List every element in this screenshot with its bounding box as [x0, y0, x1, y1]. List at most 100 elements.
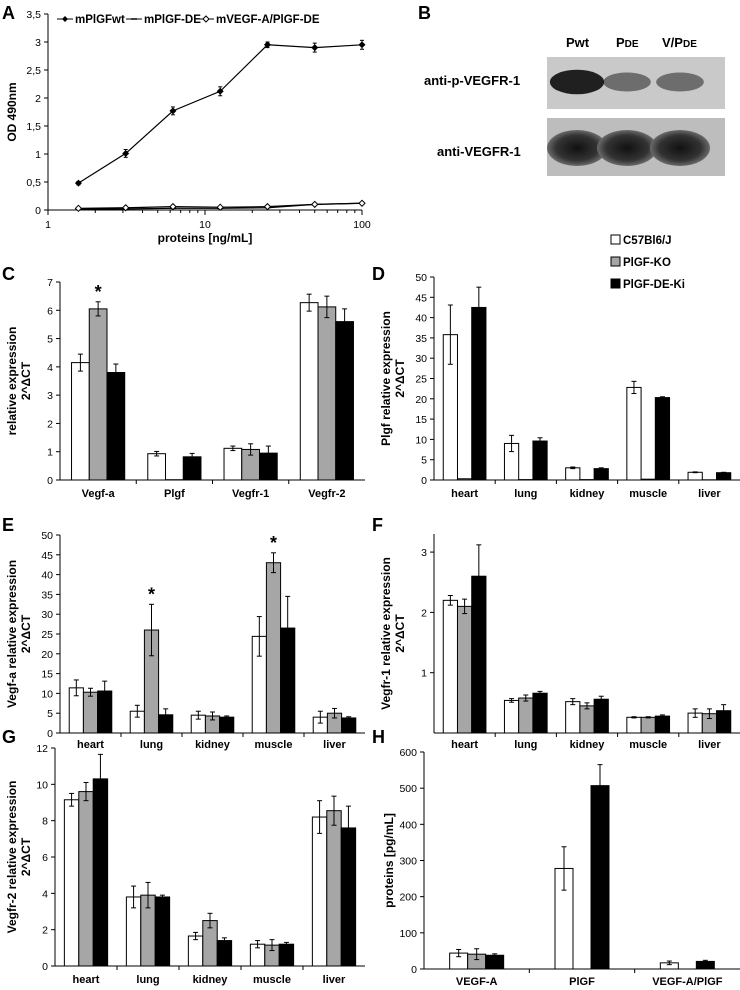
bar	[341, 717, 357, 734]
panel-letter-b: B	[418, 3, 431, 23]
y-tick-label: 3	[35, 37, 41, 49]
category-label: kidney	[570, 739, 606, 751]
y-tick-label: 20	[415, 394, 427, 406]
category-label: lung	[514, 739, 537, 751]
y-axis-title: Plgf relative expression2^ΔCT	[379, 311, 407, 446]
data-point	[169, 107, 177, 115]
legend-label: PlGF-KO	[623, 257, 671, 269]
data-point	[311, 44, 319, 52]
category-label: PlGF	[569, 976, 595, 988]
bar	[565, 701, 581, 734]
y-axis-title-line: 2^ΔCT	[19, 614, 33, 653]
y-axis-title-line: 2^ΔCT	[19, 361, 33, 400]
blot-lane-label: Pwt	[566, 35, 590, 50]
y-tick-label: 30	[41, 609, 53, 621]
data-point	[311, 200, 319, 209]
y-tick-label: 4	[42, 888, 48, 900]
y-tick-label: 45	[41, 550, 53, 562]
y-axis-title-line: Vegfr-2 relative expression	[5, 781, 19, 934]
category-label: liver	[323, 739, 346, 751]
panel-letter-a: A	[2, 3, 15, 23]
data-point	[74, 179, 82, 187]
data-point	[263, 202, 272, 211]
bar	[106, 372, 126, 481]
bar	[626, 716, 642, 734]
y-axis-title: proteins [pg/mL]	[382, 813, 396, 908]
category-label: Vegfr-2	[308, 488, 345, 500]
y-tick-label: 10	[36, 779, 48, 791]
y-tick-label: 2	[35, 93, 41, 105]
x-tick-label: 1	[45, 219, 51, 231]
panel-letter-h: H	[372, 727, 385, 747]
y-tick-label: 3	[421, 547, 427, 559]
bar	[626, 386, 642, 481]
category-label: lung	[140, 739, 163, 751]
bar	[518, 697, 534, 734]
data-point	[216, 203, 224, 211]
y-tick-label: 2	[47, 418, 53, 430]
y-tick-label: 30	[415, 353, 427, 365]
category-label: Plgf	[164, 488, 185, 500]
category-label: muscle	[629, 739, 667, 751]
blot-band-phospho	[549, 69, 605, 95]
bar	[593, 698, 609, 734]
y-tick-label: 6	[42, 852, 48, 864]
blot-row-label: anti-p-VEGFR-1	[424, 73, 520, 88]
category-label: kidney	[570, 488, 606, 500]
category-label: VEGF-A/PlGF	[652, 976, 723, 988]
y-axis-title-line: 2^ΔCT	[19, 837, 33, 876]
series-line	[78, 44, 363, 184]
bar	[716, 472, 732, 481]
blot-band-total	[547, 130, 607, 166]
data-point	[358, 199, 366, 207]
bar	[71, 362, 90, 481]
bar	[687, 471, 703, 481]
y-tick-label: 25	[41, 629, 53, 641]
bar	[532, 440, 548, 481]
legend-label: C57Bl6/J	[623, 235, 672, 247]
y-tick-label: 5	[421, 455, 427, 467]
bar	[216, 940, 233, 967]
y-tick-label: 35	[41, 589, 53, 601]
y-tick-label: 35	[415, 333, 427, 345]
bar	[299, 302, 319, 481]
category-label: Vegf-a	[82, 488, 116, 500]
y-tick-label: 50	[415, 272, 427, 284]
y-tick-label: 1	[421, 668, 427, 680]
chart-f: 1 2 3 heart lung kidney muscle liver Vegfr-1 rel…	[379, 534, 740, 751]
legend-marker	[202, 15, 210, 23]
y-tick-label: 600	[399, 747, 417, 759]
data-point	[122, 149, 130, 157]
blot-band-total	[650, 130, 710, 166]
y-tick-label: 20	[41, 649, 53, 661]
legend-swatch	[610, 234, 621, 245]
y-tick-label: 2	[421, 607, 427, 619]
bar	[223, 447, 243, 481]
y-tick-label: 200	[399, 892, 417, 904]
bar	[532, 692, 548, 734]
bar	[654, 715, 671, 734]
y-axis-title: Vegfr-2 relative expression2^ΔCT	[5, 781, 33, 934]
y-tick-label: 400	[399, 819, 417, 831]
bar	[326, 810, 342, 967]
category-label: liver	[323, 974, 346, 986]
chart-c: 0 1 2 3 4 5 6 7 Vegf-a Plgf Vegfr-1 Vegfr-2 * relativ…	[5, 277, 365, 500]
bar	[442, 599, 458, 734]
data-point	[216, 87, 224, 95]
category-label: muscle	[255, 739, 293, 751]
y-axis-title-line: relative expression	[5, 327, 19, 436]
y-tick-label: 0	[411, 964, 417, 976]
y-tick-label: 0	[47, 475, 53, 487]
western-blot: Pwt PDE V/PDE anti-p-VEGFR-1 anti-VEGFR-…	[424, 35, 725, 176]
chart-d: 0 5 10 15 20 25 30 35 40 45 50 heart lung kidney muscl…	[379, 272, 740, 500]
bar	[317, 306, 337, 481]
chart-g: 0 2 4 6 8 10 12 heart lung kidney muscle liver Vegfr…	[5, 743, 365, 986]
category-label: kidney	[195, 739, 231, 751]
chart-a: 0 0,5 1 1,5 2 2,5 3 3,5 1 10 100 proteins [ng/mL] OD…	[5, 9, 371, 245]
bar	[92, 778, 109, 967]
y-tick-label: 3,5	[26, 9, 41, 21]
bar	[640, 478, 656, 481]
bar	[278, 943, 295, 967]
y-tick-label: 6	[47, 305, 53, 317]
